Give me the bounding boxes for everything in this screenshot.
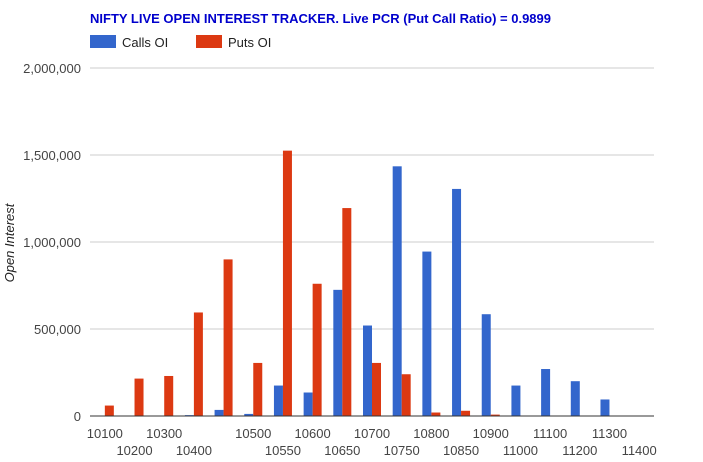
calls-bar-10650: [333, 289, 343, 416]
x-tick-label: 11000: [503, 443, 538, 458]
x-tick-label: 10800: [413, 426, 449, 441]
puts-bar-10900: [490, 414, 500, 416]
x-tick-label: 10200: [116, 443, 152, 458]
y-tick-label: 2,000,000: [23, 61, 81, 76]
calls-bar-11300: [600, 399, 610, 416]
x-axis-ticks: 10100 10200 10300 10400 10500 10550 10600 10650…: [87, 426, 657, 458]
legend-label-calls: Calls OI: [122, 35, 168, 50]
y-tick-label: 1,000,000: [23, 235, 81, 250]
x-tick-label: 10300: [146, 426, 182, 441]
legend-swatch-puts: [196, 35, 222, 48]
x-tick-label: 10700: [354, 426, 390, 441]
calls-bar-10550: [273, 385, 283, 416]
x-tick-label: 10850: [443, 443, 479, 458]
x-tick-label: 10600: [295, 426, 331, 441]
calls-bar-10450: [214, 409, 224, 416]
puts-bar-10400: [193, 312, 203, 416]
y-tick-label: 500,000: [34, 322, 81, 337]
y-axis-ticks: 0 500,000 1,000,000 1,500,000 2,000,000: [23, 61, 81, 424]
calls-bar-11000: [511, 385, 521, 416]
puts-bar-10850: [461, 410, 471, 416]
y-tick-label: 1,500,000: [23, 148, 81, 163]
calls-bar-11100: [541, 369, 551, 416]
calls-bar-10750: [392, 166, 402, 416]
calls-bar-10600: [303, 392, 313, 416]
bars: [104, 150, 610, 416]
y-axis-label: Open Interest: [2, 202, 17, 282]
legend-label-puts: Puts OI: [228, 35, 271, 50]
puts-bar-10700: [372, 362, 381, 416]
x-tick-label: 10100: [87, 426, 123, 441]
x-tick-label: 11400: [622, 443, 657, 458]
puts-bar-10200: [134, 378, 144, 416]
puts-bar-10650: [342, 208, 352, 416]
calls-bar-10850: [452, 188, 462, 416]
legend: Calls OI Puts OI: [90, 35, 271, 50]
x-tick-label: 10550: [265, 443, 301, 458]
x-tick-label: 11300: [592, 426, 627, 441]
puts-bar-10100: [104, 405, 114, 416]
x-tick-label: 10750: [384, 443, 420, 458]
x-tick-label: 10400: [176, 443, 212, 458]
x-tick-label: 10650: [324, 443, 360, 458]
y-tick-label: 0: [74, 409, 81, 424]
x-tick-label: 11200: [562, 443, 597, 458]
calls-bar-11200: [570, 381, 580, 416]
puts-bar-10550: [282, 150, 292, 416]
puts-bar-10500: [253, 362, 263, 416]
calls-bar-10700: [363, 325, 372, 416]
puts-bar-10450: [223, 259, 233, 416]
x-tick-label: 11100: [533, 426, 567, 441]
puts-bar-10750: [401, 374, 411, 416]
x-tick-label: 10500: [235, 426, 271, 441]
gridlines: [90, 67, 654, 330]
calls-bar-10800: [422, 251, 432, 416]
puts-bar-10800: [431, 412, 441, 416]
calls-bar-10500: [244, 413, 254, 416]
chart-title: NIFTY LIVE OPEN INTEREST TRACKER. Live P…: [90, 11, 551, 26]
puts-bar-10300: [164, 375, 174, 416]
x-tick-label: 10900: [473, 426, 509, 441]
legend-swatch-calls: [90, 35, 116, 48]
puts-bar-10600: [312, 283, 322, 416]
calls-bar-10900: [481, 314, 491, 416]
